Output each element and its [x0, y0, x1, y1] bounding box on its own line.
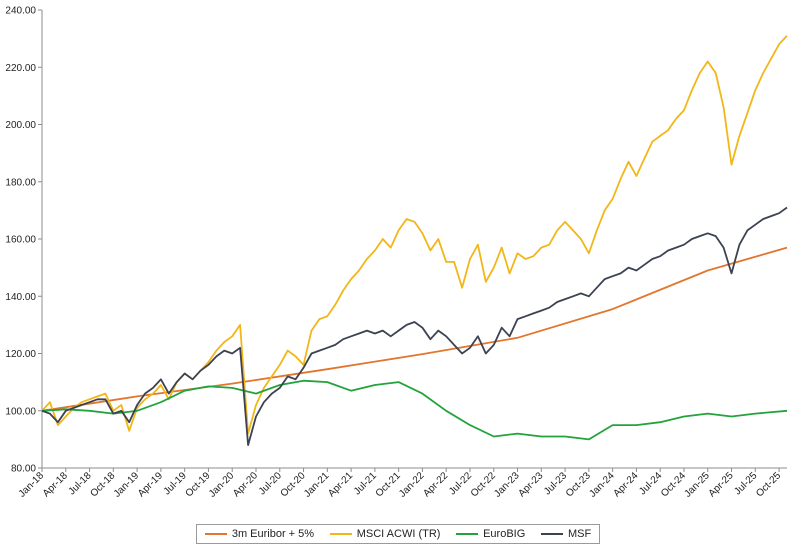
legend-item-3: MSF: [540, 528, 592, 540]
legend-label: 3m Euribor + 5%: [231, 528, 315, 540]
x-tick-label: Apr-19: [136, 470, 165, 499]
x-tick-label: Apr-25: [707, 470, 736, 499]
x-tick-label: Apr-20: [231, 470, 260, 499]
legend-label: MSCI ACWI (TR): [356, 528, 441, 540]
y-tick-label: 80.00: [11, 464, 36, 475]
series-line-2: [41, 379, 788, 441]
legend-label: EuroBIG: [483, 528, 526, 540]
x-tick-label: Oct-22: [469, 470, 498, 499]
x-tick-label: Apr-18: [41, 470, 70, 499]
x-tick-label: Jan-25: [682, 470, 712, 500]
y-tick-label: 180.00: [5, 177, 36, 188]
series-line-3: [41, 206, 788, 446]
x-tick-label: Jan-23: [492, 470, 522, 500]
y-tick-label: 120.00: [5, 349, 36, 360]
x-tick-label: Oct-25: [754, 470, 783, 499]
legend-swatch: [329, 533, 352, 535]
x-tick-label: Apr-22: [421, 470, 450, 499]
axes: 80.00 100.00 120.00 140.00 160.00 180.00 200.0…: [5, 6, 787, 500]
x-tick-label: Apr-23: [516, 470, 545, 499]
x-tick-label: Jan-19: [112, 470, 142, 500]
x-tick-label: Oct-18: [88, 470, 117, 499]
series-layer: [41, 35, 788, 446]
y-tick-label: 140.00: [5, 292, 36, 303]
y-tick-label: 220.00: [5, 63, 36, 74]
x-tick-label: Oct-23: [564, 470, 593, 499]
y-tick-label: 100.00: [5, 406, 36, 417]
x-tick-label: Jan-22: [397, 470, 427, 500]
chart-canvas: 80.00 100.00 120.00 140.00 160.00 180.00 200.0…: [5, 6, 788, 500]
x-tick-label: Jan-21: [302, 470, 332, 500]
x-tick-label: Oct-24: [659, 470, 688, 499]
y-tick-label: 160.00: [5, 235, 36, 246]
x-tick-label: Apr-21: [326, 470, 355, 499]
series-line-1: [41, 35, 788, 435]
y-tick-label: 200.00: [5, 120, 36, 131]
legend: 3m Euribor + 5% MSCI ACWI (TR) EuroBIG MSF: [196, 524, 600, 544]
x-tick-label: Jan-24: [587, 470, 617, 500]
legend-item-2: EuroBIG: [456, 528, 525, 540]
x-tick-label: Oct-21: [374, 470, 403, 499]
legend-swatch: [540, 533, 563, 535]
x-tick-label: Oct-19: [184, 470, 213, 499]
y-tick-label: 240.00: [5, 6, 36, 17]
legend-swatch: [456, 533, 479, 535]
legend-label: MSF: [567, 528, 592, 540]
legend-item-1: MSCI ACWI (TR): [329, 528, 441, 540]
x-tick-label: Jan-20: [207, 470, 237, 500]
x-tick-label: Apr-24: [612, 470, 641, 499]
x-tick-label: Oct-20: [279, 470, 308, 499]
legend-item-0: 3m Euribor + 5%: [204, 528, 315, 540]
legend-swatch: [204, 533, 227, 535]
